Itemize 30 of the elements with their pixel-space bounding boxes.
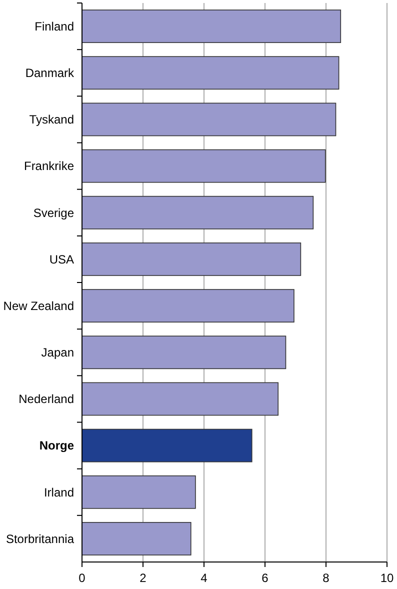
bar (82, 56, 340, 90)
bar (82, 242, 302, 276)
y-tick-label: Norge (39, 438, 74, 453)
bar (82, 196, 314, 230)
y-tick-label: Frankrike (24, 159, 74, 174)
bar (82, 289, 294, 322)
y-tick-label: Irland (44, 485, 74, 500)
bar (82, 382, 279, 416)
y-tick-label: Nederland (18, 392, 74, 406)
bar (82, 149, 326, 183)
x-tick-label: 0 (78, 571, 86, 585)
bar (82, 10, 342, 43)
y-tick-label: Japan (41, 346, 74, 360)
y-tick-label: Storbritannia (6, 532, 74, 546)
y-tick-label: New Zealand (3, 298, 74, 313)
bar (82, 336, 286, 370)
bar (82, 102, 336, 136)
x-tick-label: 6 (262, 571, 269, 585)
bar (82, 475, 196, 509)
x-tick-label: 10 (380, 571, 394, 585)
x-tick-label: 2 (140, 571, 147, 585)
y-tick-label: USA (49, 252, 74, 266)
y-tick-label: Finland (34, 19, 74, 34)
x-tick-label: 4 (200, 571, 208, 585)
y-tick-label: Danmark (25, 66, 75, 80)
bar (82, 428, 252, 462)
bar (82, 522, 192, 556)
y-tick-label: Sverige (33, 206, 74, 220)
x-tick-label: 8 (322, 571, 330, 585)
y-tick-label: Tyskand (29, 112, 74, 127)
